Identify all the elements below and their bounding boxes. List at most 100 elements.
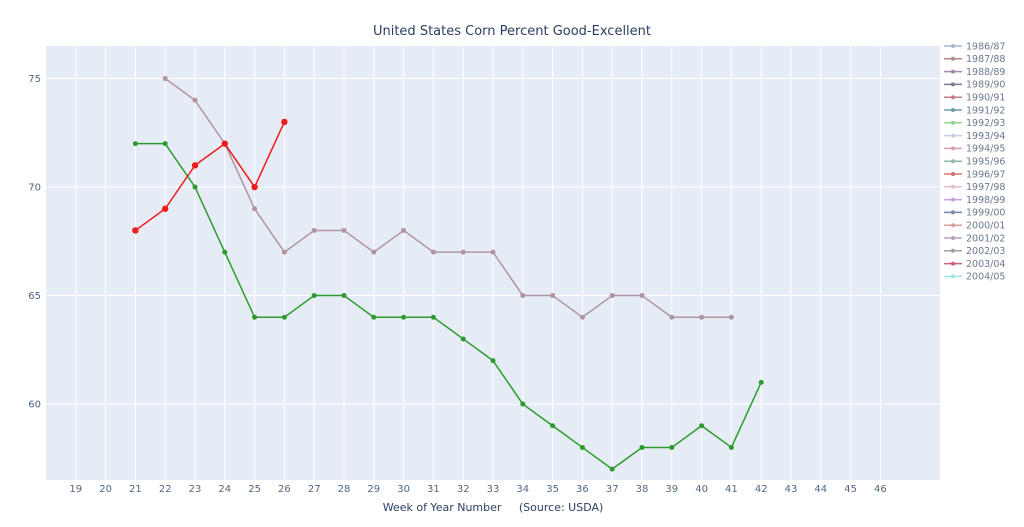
legend-swatch-marker (951, 44, 955, 48)
x-tick-label: 19 (69, 484, 82, 495)
legend-item[interactable]: 1991/92 (944, 105, 1005, 116)
x-tick-label: 42 (755, 484, 768, 495)
data-point (371, 314, 377, 320)
legend-item[interactable]: 2000/01 (944, 221, 1005, 232)
y-tick-label: 65 (28, 291, 41, 302)
legend-label: 1992/93 (966, 118, 1005, 129)
data-point (132, 141, 138, 147)
x-tick-label: 36 (576, 484, 589, 495)
legend-item[interactable]: 1997/98 (944, 182, 1005, 193)
legend-item[interactable]: 2001/02 (944, 233, 1005, 244)
x-tick-labels: 19 20 21 22 23 24 25 26 27 28 29 30 31 32 33 34 35 36 37 38… (69, 484, 886, 495)
data-point (639, 293, 645, 299)
legend-item[interactable]: 1986/87 (944, 41, 1005, 52)
legend-swatch-marker (951, 236, 955, 240)
legend-label: 1995/96 (966, 157, 1005, 168)
data-point (401, 314, 407, 320)
data-point (669, 444, 675, 450)
x-tick-label: 26 (278, 484, 291, 495)
legend-item[interactable]: 1999/00 (944, 208, 1005, 219)
x-tick-label: 40 (695, 484, 708, 495)
legend-label: 1991/92 (966, 105, 1005, 116)
series-line (134, 121, 286, 232)
series-1 (132, 141, 764, 472)
legend-label: 2003/04 (966, 259, 1005, 270)
data-point (281, 314, 287, 320)
data-point (699, 423, 705, 429)
x-tick-label: 44 (814, 484, 827, 495)
legend-item[interactable]: 2002/03 (944, 246, 1005, 257)
data-point (520, 401, 526, 407)
chart-title: United States Corn Percent Good-Excellen… (373, 24, 651, 39)
legend-swatch-marker (951, 184, 955, 189)
data-point (520, 293, 526, 299)
y-tick-label: 75 (28, 74, 41, 85)
x-tick-label: 22 (159, 484, 172, 495)
data-point (609, 293, 615, 299)
legend-label: 1999/00 (966, 208, 1005, 219)
legend-label: 1990/91 (966, 93, 1005, 104)
legend-item[interactable]: 1995/96 (944, 157, 1005, 168)
data-point (311, 227, 317, 233)
legend-item[interactable]: 1998/99 (944, 195, 1005, 206)
x-tick-label: 24 (218, 484, 231, 495)
legend-item[interactable]: 1992/93 (944, 118, 1005, 129)
x-tick-label: 46 (874, 484, 887, 495)
legend-item[interactable]: 1989/90 (944, 80, 1005, 91)
data-point (162, 76, 168, 82)
data-point (579, 444, 585, 450)
y-tick-labels: 60 65 70 75 (28, 74, 41, 410)
data-point (192, 184, 198, 190)
legend-item[interactable]: 1990/91 (944, 93, 1005, 104)
legend-label: 1988/89 (966, 67, 1005, 78)
legend-label: 1987/88 (966, 54, 1005, 65)
data-point (191, 162, 199, 169)
series-0 (162, 76, 734, 320)
legend-swatch-marker (951, 95, 955, 100)
data-point (669, 314, 675, 320)
legend-label: 2002/03 (966, 246, 1005, 257)
legend-swatch-marker (951, 146, 955, 151)
x-tick-label: 29 (367, 484, 380, 495)
x-tick-label: 27 (308, 484, 321, 495)
x-tick-label: 43 (785, 484, 798, 495)
data-point (221, 140, 228, 147)
data-point (490, 249, 496, 255)
legend-item[interactable]: 1996/97 (944, 169, 1005, 180)
data-point (550, 293, 556, 299)
data-point (252, 206, 258, 212)
legend-item[interactable]: 1987/88 (944, 54, 1005, 65)
legend-swatch-marker (951, 159, 955, 164)
data-point (192, 97, 198, 103)
legend-item[interactable]: 1993/94 (944, 131, 1005, 142)
gridlines (46, 46, 940, 480)
legend-swatch-marker (951, 261, 955, 266)
legend-label: 1994/95 (966, 144, 1005, 155)
data-point (341, 227, 347, 233)
x-tick-label: 39 (665, 484, 678, 495)
legend-item[interactable]: 2003/04 (944, 259, 1005, 270)
legend-swatch-marker (951, 223, 955, 228)
legend-item[interactable]: 2004/05 (944, 272, 1005, 283)
data-point (341, 293, 347, 299)
data-point (460, 249, 466, 255)
data-point (430, 314, 436, 320)
x-tick-label: 38 (636, 484, 649, 495)
x-tick-label: 41 (725, 484, 738, 495)
x-tick-label: 37 (606, 484, 619, 495)
legend-item[interactable]: 1988/89 (944, 67, 1005, 78)
legend-label: 1989/90 (966, 80, 1005, 91)
x-tick-label: 34 (516, 484, 529, 495)
legend-swatch-marker (951, 82, 955, 87)
x-tick-label: 28 (338, 484, 351, 495)
data-point (758, 379, 764, 385)
data-point (162, 141, 168, 147)
legend-label: 2000/01 (966, 221, 1005, 232)
legend[interactable]: 1986/87 1987/88 1988/89 1989/90 1990/911991/… (944, 41, 1005, 283)
y-tick-label: 70 (28, 183, 41, 194)
legend-label: 2001/02 (966, 233, 1005, 244)
legend-item[interactable]: 1994/95 (944, 144, 1005, 155)
x-tick-label: 25 (248, 484, 261, 495)
x-tick-label: 32 (457, 484, 470, 495)
data-point (430, 249, 436, 255)
